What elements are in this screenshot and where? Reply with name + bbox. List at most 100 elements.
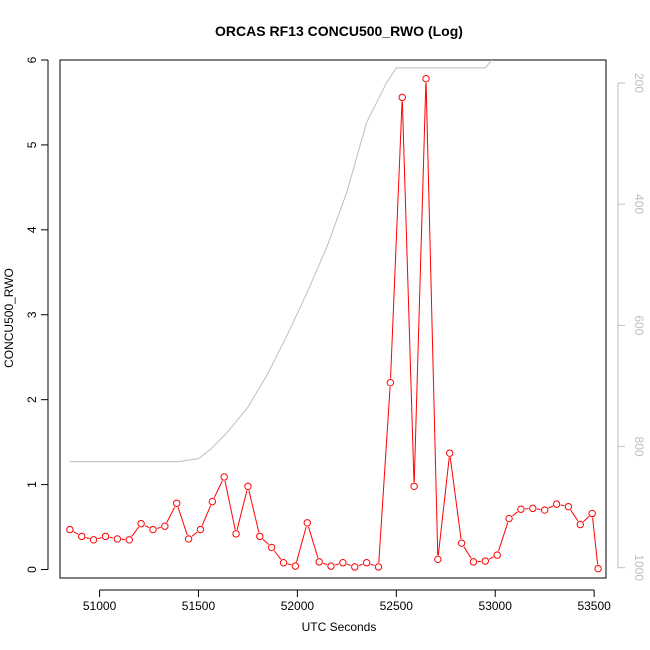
data-point	[529, 504, 537, 513]
right-tick-label: 800	[632, 437, 646, 457]
series-line-segment	[262, 538, 269, 545]
data-point	[434, 555, 442, 564]
data-point	[208, 497, 217, 506]
data-point	[173, 499, 181, 507]
x-tick-label: 52500	[380, 599, 414, 613]
series-line-segment	[85, 537, 90, 540]
x-tick-label: 53000	[479, 599, 513, 613]
series-line-segment	[536, 508, 541, 510]
y-tick-label: 4	[25, 226, 39, 233]
y-tick-label: 3	[25, 311, 39, 318]
series-line-segment	[437, 457, 450, 556]
series-line-segment	[131, 526, 140, 537]
data-point	[291, 562, 300, 570]
x-tick-label: 51500	[182, 599, 216, 613]
data-point	[149, 525, 157, 534]
data-point	[469, 558, 478, 566]
series-line-segment	[401, 101, 415, 483]
y-tick-label: 2	[25, 396, 39, 403]
data-point	[540, 506, 549, 514]
series-line-segment	[463, 546, 472, 559]
data-point	[505, 514, 513, 523]
data-point	[481, 557, 490, 565]
series-line-segment	[583, 515, 590, 523]
data-point	[303, 519, 311, 527]
right-tick-label: 600	[632, 315, 646, 335]
series-line-segment	[296, 526, 307, 563]
x-tick-label: 51000	[83, 599, 117, 613]
plot-frame	[59, 59, 607, 579]
concu500-series	[66, 74, 602, 573]
series-line-segment	[370, 563, 375, 567]
y-axis: 0 1 2 3 4 5 6	[25, 56, 49, 573]
series-line-segment	[570, 509, 579, 522]
data-point	[493, 551, 501, 559]
data-point	[267, 543, 276, 552]
data-point	[446, 449, 454, 457]
data-point	[161, 522, 169, 530]
data-point	[362, 559, 371, 567]
series-line-segment	[560, 504, 565, 507]
series-line-segment	[592, 517, 599, 565]
data-point	[374, 563, 383, 571]
data-point	[327, 562, 335, 570]
data-point	[89, 536, 98, 544]
data-point	[279, 559, 288, 567]
series-line-segment	[334, 563, 339, 566]
series-line-segment	[449, 457, 462, 540]
series-line-segment	[144, 525, 150, 529]
data-point	[564, 502, 573, 511]
data-point	[552, 500, 561, 508]
data-point	[184, 535, 193, 543]
altitude-line	[69, 60, 493, 463]
data-point	[351, 563, 359, 571]
series-line-segment	[236, 490, 248, 530]
data-point	[594, 564, 602, 573]
right-tick-label: 1000	[632, 554, 646, 581]
series-line-segment	[413, 82, 427, 483]
series-line-segment	[512, 511, 518, 517]
data-point	[588, 509, 596, 518]
right-tick-label: 200	[632, 73, 646, 93]
data-point	[398, 93, 406, 102]
y-tick-label: 5	[25, 141, 39, 148]
series-line-segment	[177, 507, 188, 536]
series-line-segment	[224, 480, 236, 530]
right-axis: 200 400 600 800 1000	[617, 73, 646, 581]
series-line-segment	[201, 505, 212, 526]
series-line-segment	[248, 490, 260, 533]
data-point	[386, 378, 395, 387]
y-axis-label: CONCU500_RWO	[2, 268, 16, 368]
series-line-segment	[390, 101, 403, 379]
data-point	[196, 525, 205, 534]
data-point	[220, 473, 228, 481]
x-tick-label: 52000	[281, 599, 315, 613]
series-line-segment	[273, 550, 282, 560]
y-tick-label: 1	[25, 481, 39, 488]
plot-area	[66, 60, 602, 573]
series-line-segment	[322, 562, 328, 566]
altitude-series	[69, 60, 493, 463]
data-point	[422, 74, 430, 83]
series-line-segment	[498, 522, 509, 552]
x-axis-label: UTC Seconds	[302, 620, 377, 634]
series-line-segment	[109, 536, 114, 539]
data-point	[315, 558, 323, 566]
chart-title: ORCAS RF13 CONCU500_RWO (Log)	[215, 23, 463, 39]
series-line-segment	[308, 526, 319, 558]
series-line-segment	[97, 537, 102, 540]
data-point	[66, 525, 74, 534]
data-point	[410, 482, 418, 490]
data-point	[113, 535, 122, 543]
data-point	[78, 532, 86, 541]
data-point	[101, 532, 110, 541]
series-line-segment	[346, 563, 351, 567]
x-tick-label: 53500	[577, 599, 611, 613]
series-line-segment	[156, 526, 161, 529]
series-line-segment	[287, 563, 292, 566]
data-point	[457, 539, 466, 547]
right-tick-label: 400	[632, 194, 646, 214]
series-line-segment	[548, 505, 554, 509]
data-point	[339, 559, 347, 567]
series-line-segment	[213, 480, 223, 499]
